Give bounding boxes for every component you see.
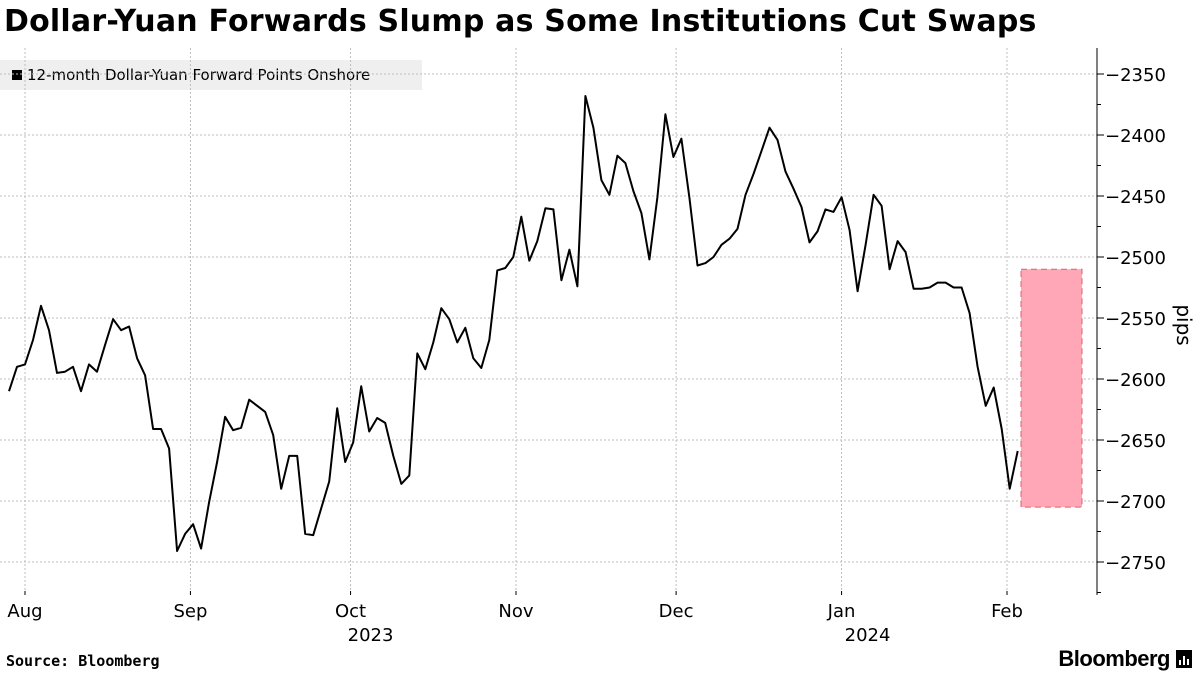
- x-tick-label: Aug: [7, 601, 42, 622]
- legend-label: 12-month Dollar-Yuan Forward Points Onsh…: [27, 66, 371, 84]
- y-tick-label: −2350: [1105, 65, 1166, 86]
- x-tick-label: Sep: [173, 601, 207, 622]
- chart-title: Dollar-Yuan Forwards Slump as Some Insti…: [4, 4, 1037, 39]
- y-tick-label: −2550: [1105, 309, 1166, 330]
- year-label: 2024: [845, 625, 891, 646]
- x-tick-label: Feb: [991, 601, 1023, 622]
- series-line-forward-points: [8, 95, 1019, 552]
- legend: 12-month Dollar-Yuan Forward Points Onsh…: [0, 60, 422, 90]
- y-tick-label: −2750: [1105, 553, 1166, 574]
- x-tick-label: Jan: [827, 601, 856, 622]
- y-tick-label: −2700: [1105, 492, 1166, 513]
- brand-name: Bloomberg: [1058, 646, 1170, 671]
- x-tick-label: Dec: [659, 601, 694, 622]
- y-axis-label: pips: [1172, 304, 1196, 345]
- legend-swatch: [12, 70, 22, 80]
- source-note: Source: Bloomberg: [6, 652, 160, 670]
- grid-layer: [0, 48, 1097, 595]
- y-tick-label: −2500: [1105, 248, 1166, 269]
- axis-layer: −2350 −2400 −2450 −2500 −2550 −2600 −2650 −2700…: [7, 48, 1196, 646]
- highlight-box: [1020, 268, 1083, 508]
- y-tick-label: −2600: [1105, 370, 1166, 391]
- line-layer: [8, 95, 1019, 552]
- year-label: 2023: [348, 625, 394, 646]
- highlight-layer: [1020, 268, 1083, 508]
- y-tick-label: −2400: [1105, 126, 1166, 147]
- x-tick-label: Oct: [335, 601, 366, 622]
- bloomberg-logo: Bloomberg: [1058, 646, 1192, 672]
- bloomberg-terminal-icon: [1176, 650, 1192, 668]
- y-tick-label: −2450: [1105, 187, 1166, 208]
- x-tick-label: Nov: [498, 601, 533, 622]
- y-tick-label: −2650: [1105, 431, 1166, 452]
